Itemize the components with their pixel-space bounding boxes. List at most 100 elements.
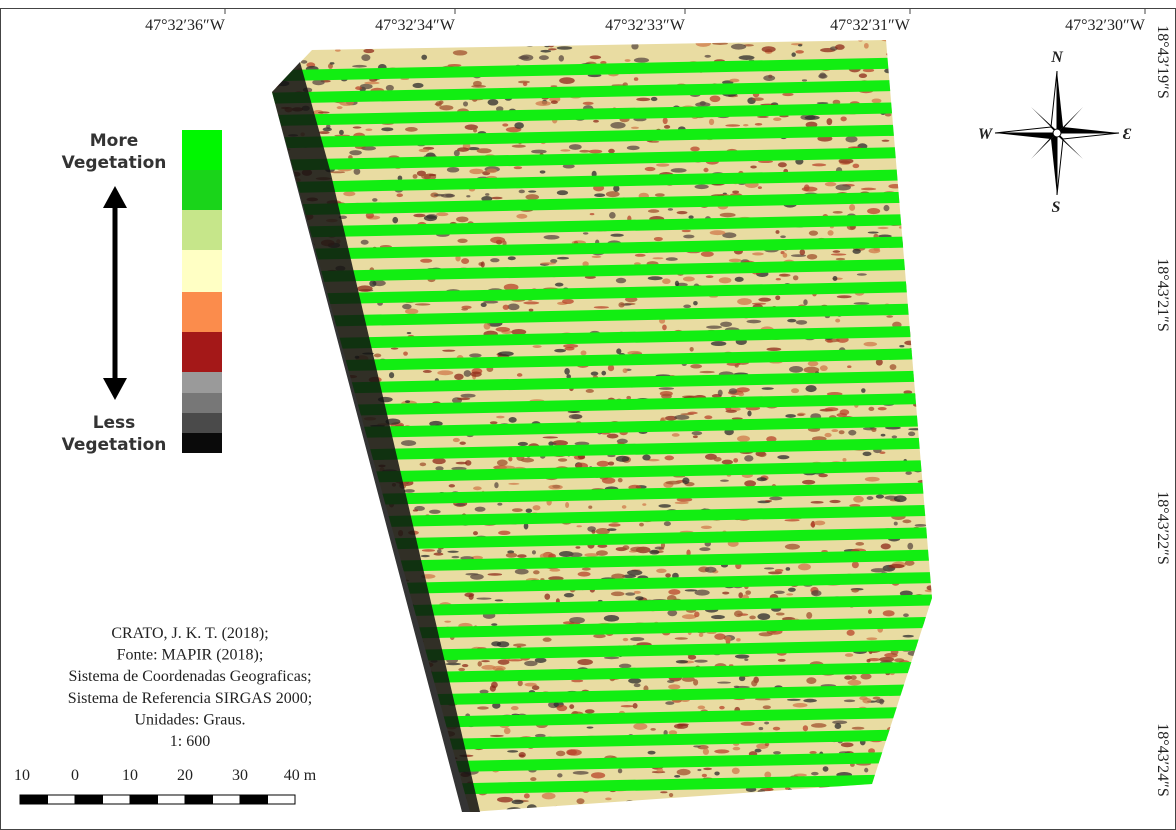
legend-swatch <box>182 170 222 210</box>
soil-patch <box>888 184 902 189</box>
soil-patch <box>508 457 512 462</box>
soil-patch <box>299 628 307 633</box>
soil-patch <box>881 543 891 549</box>
soil-patch <box>906 753 918 755</box>
soil-patch <box>429 753 433 756</box>
soil-patch <box>871 428 876 432</box>
soil-patch <box>460 441 466 444</box>
soil-patch <box>444 621 451 623</box>
soil-patch <box>923 211 936 218</box>
soil-patch <box>490 735 504 737</box>
soil-patch <box>280 556 291 560</box>
legend-swatch <box>182 130 222 170</box>
soil-patch <box>349 555 354 557</box>
soil-patch <box>261 38 272 42</box>
soil-patch <box>477 148 492 153</box>
soil-patch <box>286 374 297 376</box>
legend-arrow <box>103 186 127 400</box>
soil-patch <box>802 79 807 81</box>
soil-patch <box>413 214 425 218</box>
scale-label: 10 <box>122 767 138 784</box>
soil-patch <box>417 756 422 760</box>
soil-patch <box>469 169 483 175</box>
soil-patch <box>564 368 570 375</box>
soil-patch <box>409 748 416 751</box>
soil-patch <box>337 453 345 457</box>
soil-patch <box>339 701 348 705</box>
soil-patch <box>702 774 707 778</box>
soil-patch <box>659 801 672 805</box>
soil-patch <box>699 547 710 551</box>
legend-swatch <box>182 413 222 433</box>
soil-patch <box>349 660 353 666</box>
soil-patch <box>695 590 710 596</box>
soil-patch <box>411 766 422 768</box>
soil-patch <box>484 323 491 330</box>
soil-patch <box>776 278 781 280</box>
soil-patch <box>780 235 786 238</box>
soil-patch <box>407 332 412 334</box>
soil-patch <box>720 213 736 217</box>
soil-patch <box>324 756 330 763</box>
soil-patch <box>523 82 527 86</box>
soil-patch <box>676 660 688 664</box>
soil-patch <box>336 638 345 645</box>
soil-patch <box>418 694 430 697</box>
soil-patch <box>761 387 773 390</box>
soil-patch <box>485 193 489 196</box>
soil-patch <box>331 608 338 611</box>
soil-patch <box>928 695 943 699</box>
soil-patch <box>428 813 443 817</box>
soil-patch <box>618 478 623 482</box>
soil-patch <box>937 84 953 89</box>
scale-segment <box>158 795 186 804</box>
soil-patch <box>915 653 928 655</box>
soil-patch <box>905 798 909 805</box>
soil-patch <box>845 787 854 792</box>
soil-patch <box>360 524 364 530</box>
soil-patch <box>462 664 468 667</box>
soil-patch <box>809 751 816 754</box>
soil-patch <box>345 575 352 581</box>
soil-patch <box>461 394 476 398</box>
soil-patch <box>863 452 872 457</box>
soil-patch <box>814 521 825 526</box>
soil-patch <box>419 149 429 152</box>
soil-patch <box>607 434 619 439</box>
soil-patch <box>274 517 289 523</box>
soil-patch <box>788 788 792 793</box>
soil-patch <box>383 797 387 800</box>
soil-patch <box>559 77 575 84</box>
soil-patch <box>287 323 302 326</box>
soil-patch <box>699 371 714 373</box>
soil-patch <box>648 209 659 213</box>
soil-patch <box>796 320 807 325</box>
soil-patch <box>262 465 272 468</box>
soil-patch <box>886 316 893 318</box>
soil-patch <box>314 686 321 692</box>
soil-patch <box>481 660 490 662</box>
soil-patch <box>688 215 693 219</box>
soil-patch <box>651 35 662 41</box>
soil-patch <box>315 622 326 625</box>
legend-top-label: Vegetation <box>62 153 167 173</box>
soil-patch <box>633 703 638 708</box>
soil-patch <box>456 462 468 465</box>
soil-patch <box>693 301 698 305</box>
soil-patch <box>907 543 913 550</box>
soil-patch <box>392 807 405 814</box>
scale-segment <box>130 795 158 804</box>
legend-bottom-label: Vegetation <box>62 435 167 455</box>
soil-patch <box>402 304 411 309</box>
soil-patch <box>343 632 359 635</box>
soil-patch <box>368 725 377 730</box>
soil-patch <box>665 701 674 705</box>
soil-patch <box>471 85 486 88</box>
soil-patch <box>332 346 336 350</box>
scale-segment <box>48 795 76 804</box>
soil-patch <box>879 657 894 662</box>
soil-patch <box>443 38 449 40</box>
soil-patch <box>677 37 685 43</box>
soil-patch <box>825 407 839 411</box>
soil-patch <box>515 569 529 575</box>
